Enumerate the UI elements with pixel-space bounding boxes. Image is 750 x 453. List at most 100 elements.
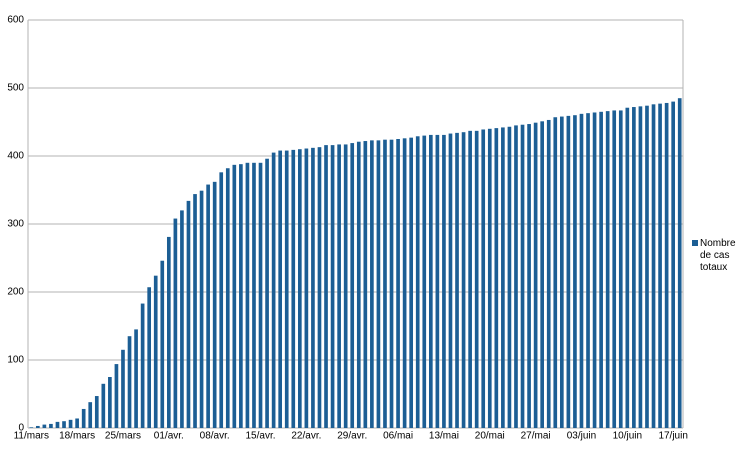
y-tick-label: 400 — [7, 151, 24, 162]
bar — [311, 147, 315, 428]
bar — [206, 184, 210, 428]
bar — [389, 139, 394, 428]
bar — [540, 121, 545, 428]
bar — [533, 122, 538, 429]
bar — [68, 419, 73, 428]
bar — [88, 402, 93, 428]
bar — [271, 152, 276, 428]
bar — [343, 144, 348, 428]
x-tick-label: 10/juin — [613, 431, 642, 442]
bar — [376, 140, 381, 429]
bar — [173, 218, 178, 428]
bar — [304, 148, 309, 428]
y-tick-label: 0 — [18, 423, 24, 434]
bar — [651, 104, 656, 428]
bar — [507, 126, 512, 428]
bar — [324, 145, 328, 428]
bar — [291, 149, 296, 428]
bar — [232, 164, 237, 428]
bar — [147, 287, 152, 428]
bar — [258, 162, 263, 429]
bar — [605, 111, 610, 429]
bar — [153, 275, 158, 428]
bar — [632, 107, 636, 428]
bar — [461, 132, 466, 428]
bar — [645, 105, 649, 429]
bar — [121, 349, 125, 428]
bar — [402, 138, 407, 428]
bar — [625, 107, 630, 428]
bar — [337, 144, 341, 428]
x-tick-label: 11/mars — [14, 431, 49, 442]
bar — [474, 130, 479, 428]
x-tick-label: 18/mars — [59, 431, 95, 442]
bar — [671, 101, 676, 428]
x-tick-label: 13/mai — [429, 431, 459, 442]
bar — [225, 168, 230, 429]
bar — [140, 303, 145, 428]
bar — [501, 127, 505, 428]
bar — [317, 147, 322, 428]
bar — [166, 236, 171, 428]
x-tick-label: 01/avr. — [154, 431, 184, 442]
x-tick-label: 15/avr. — [246, 431, 276, 442]
y-tick-label: 100 — [7, 355, 24, 366]
bar — [487, 128, 492, 429]
bar — [75, 418, 79, 428]
bar — [599, 111, 603, 429]
x-tick-label: 20/mai — [475, 431, 505, 442]
bar — [573, 115, 577, 428]
bar — [49, 423, 53, 428]
bar — [559, 116, 564, 428]
bar — [546, 119, 551, 429]
bar — [284, 150, 289, 428]
bar — [514, 125, 518, 429]
bar — [592, 112, 597, 428]
x-tick-label: 08/avr. — [200, 431, 230, 442]
bar — [618, 110, 623, 428]
bar — [442, 134, 446, 429]
x-tick-label: 06/mai — [383, 431, 413, 442]
bar — [415, 136, 420, 428]
x-tick-label: 22/avr. — [291, 431, 321, 442]
bar — [186, 200, 191, 428]
bar — [180, 210, 184, 428]
bar — [409, 137, 414, 428]
bar — [199, 190, 204, 428]
bar — [520, 124, 525, 428]
bar — [160, 260, 165, 428]
bar — [494, 128, 499, 428]
bar — [114, 364, 119, 428]
bar — [265, 158, 269, 428]
bar — [566, 115, 571, 428]
bar — [356, 141, 361, 428]
bar — [664, 102, 669, 429]
bar — [239, 164, 243, 428]
bar — [108, 377, 112, 428]
bar — [35, 425, 40, 428]
bar — [245, 162, 250, 429]
bar — [422, 135, 427, 428]
x-tick-label: 03/juin — [567, 431, 596, 442]
legend-swatch — [692, 240, 698, 246]
bar — [383, 139, 387, 428]
bar — [553, 117, 558, 429]
y-tick-label: 600 — [7, 15, 24, 26]
bar — [455, 132, 459, 428]
bar — [330, 145, 335, 428]
x-tick-label: 17/juin — [658, 431, 687, 442]
bar — [579, 113, 584, 428]
x-tick-label: 29/avr. — [337, 431, 367, 442]
bar — [101, 383, 106, 428]
bar — [252, 162, 256, 429]
bar — [81, 408, 86, 428]
bar — [435, 134, 440, 429]
bar — [527, 124, 531, 428]
bar — [219, 172, 224, 428]
bar — [350, 143, 355, 428]
bar — [448, 133, 453, 428]
bar — [481, 129, 486, 429]
bar — [55, 421, 60, 428]
bar — [62, 421, 66, 428]
